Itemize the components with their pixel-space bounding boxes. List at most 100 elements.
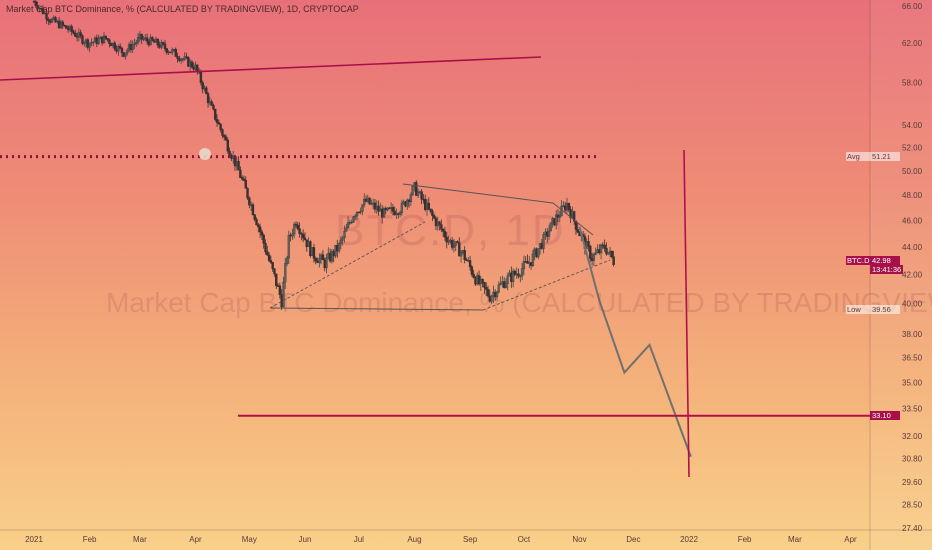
candle-body [142,38,145,41]
candle-body [603,244,606,249]
candle-body [463,250,466,260]
candle-body [382,208,386,218]
candle-body [214,108,217,120]
candle-body [45,12,48,20]
rising-dashed-line-2 [482,259,611,311]
candle-body [205,87,208,95]
candle-body [160,42,163,48]
candle-body [294,223,298,226]
y-tick-label: 54.00 [902,121,923,130]
candle-body [459,251,463,257]
candle-body [264,243,267,252]
y-tick-label: 66.00 [902,2,923,11]
candle-body [497,284,500,293]
level-value: 39.56 [870,304,900,314]
candle-body [145,37,149,42]
watermark-subtitle: Market Cap BTC Dominance, % (CALCULATED … [106,287,932,318]
candle-body [391,207,395,212]
candle-body [594,252,597,255]
candle-body [506,275,509,284]
candle-body [339,239,343,244]
candle-body [555,214,558,226]
candle-body [217,122,221,125]
candle-body [416,192,420,196]
y-tick-label: 48.00 [902,191,923,200]
candle-body [605,248,608,255]
candle-body [470,266,474,275]
candle-body [350,221,353,224]
candle-body [531,253,535,267]
x-tick-label: Mar [133,535,147,544]
y-tick-label: 30.80 [902,455,923,464]
level-label: Avg [846,151,870,161]
candle-body [170,49,174,53]
level-value: 51.21 [870,151,900,161]
x-tick-label: May [242,535,257,544]
candle-body [400,202,404,213]
candle-body [345,227,348,232]
candle-body [454,241,457,246]
candle-body [97,38,100,45]
candle-body [240,177,244,180]
candle-body [226,139,230,152]
candle-body [174,48,177,57]
candle-body [377,205,380,212]
level-value: 42.98 [870,255,900,265]
projection-path [578,226,692,457]
candle-body [499,282,502,286]
candle-body [124,52,127,57]
candle-body [287,234,291,259]
upper-resistance-line-2 [552,202,594,236]
candle-body [244,180,247,189]
candle-body [537,248,540,258]
y-tick-label: 27.40 [902,524,923,533]
candle-body [318,257,321,264]
x-tick-label: Apr [189,535,202,544]
candle-body [269,260,273,263]
candle-body [314,257,317,262]
candle-body [275,273,278,287]
candle-body [431,210,434,216]
candle-body [251,204,255,216]
candle-body [47,18,50,22]
candle-body [88,42,91,48]
candle-body [355,211,359,217]
candle-body [221,129,224,136]
candle-body [511,270,515,282]
candle-body [443,231,447,238]
candle-body [519,275,522,278]
candle-body [206,93,210,104]
candle-body [450,239,454,248]
candle-body [278,285,282,295]
candle-body [522,261,526,269]
candle-body [34,1,37,6]
y-tick-label: 62.00 [902,39,923,48]
candle-body [165,48,168,53]
candle-body [237,161,240,171]
candle-body [362,198,366,206]
candle-body [253,214,256,220]
level-badge: BTC.D 42.98 13:41:36 [846,255,904,274]
candle-body [113,42,116,50]
candle-body [612,256,615,265]
candle-body [72,31,75,34]
x-tick-label: Feb [738,535,752,544]
candle-body [547,230,551,237]
upper-resistance-line [402,183,554,204]
candle-body [176,56,179,59]
candle-body [156,38,160,46]
candle-body [599,244,603,254]
y-tick-label: 42.00 [902,270,923,279]
candle-body [273,268,276,275]
low-support-line [269,307,484,311]
x-tick-label: Nov [572,535,586,544]
candle-body [215,119,219,123]
candle-body [607,252,610,255]
y-tick-label: 32.00 [902,432,923,441]
level-label: Low [846,304,870,314]
candle-body [181,58,185,61]
y-tick-label: 29.60 [902,478,923,487]
x-tick-label: Dec [626,535,640,544]
